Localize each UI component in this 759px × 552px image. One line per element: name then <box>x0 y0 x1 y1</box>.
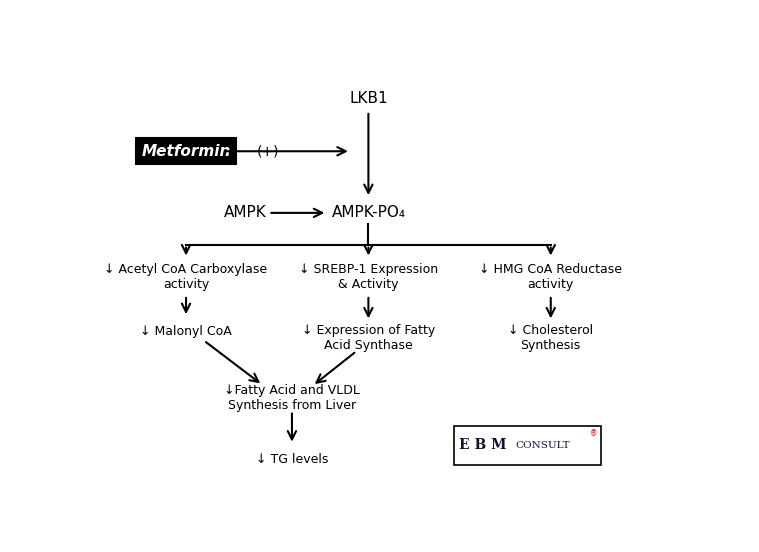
Text: ↓ Malonyl CoA: ↓ Malonyl CoA <box>140 325 232 338</box>
Text: ↓ SREBP-1 Expression
& Activity: ↓ SREBP-1 Expression & Activity <box>299 263 438 291</box>
Text: AMPK-PO₄: AMPK-PO₄ <box>332 205 405 220</box>
Text: ↓ TG levels: ↓ TG levels <box>256 453 328 466</box>
FancyBboxPatch shape <box>454 426 601 464</box>
Text: ↓Fatty Acid and VLDL
Synthesis from Liver: ↓Fatty Acid and VLDL Synthesis from Live… <box>224 384 360 412</box>
Text: AMPK: AMPK <box>223 205 266 220</box>
Text: Metformin: Metformin <box>141 144 231 159</box>
Text: ↓ Expression of Fatty
Acid Synthase: ↓ Expression of Fatty Acid Synthase <box>302 324 435 352</box>
Text: LKB1: LKB1 <box>349 91 388 105</box>
Text: CONSULT: CONSULT <box>516 441 571 450</box>
Text: ↓ Cholesterol
Synthesis: ↓ Cholesterol Synthesis <box>509 324 594 352</box>
Text: (+): (+) <box>257 144 279 158</box>
Text: ↓ HMG CoA Reductase
activity: ↓ HMG CoA Reductase activity <box>479 263 622 291</box>
Text: E B M: E B M <box>459 438 507 453</box>
Text: ®: ® <box>590 429 597 438</box>
Text: ↓ Acetyl CoA Carboxylase
activity: ↓ Acetyl CoA Carboxylase activity <box>105 263 268 291</box>
